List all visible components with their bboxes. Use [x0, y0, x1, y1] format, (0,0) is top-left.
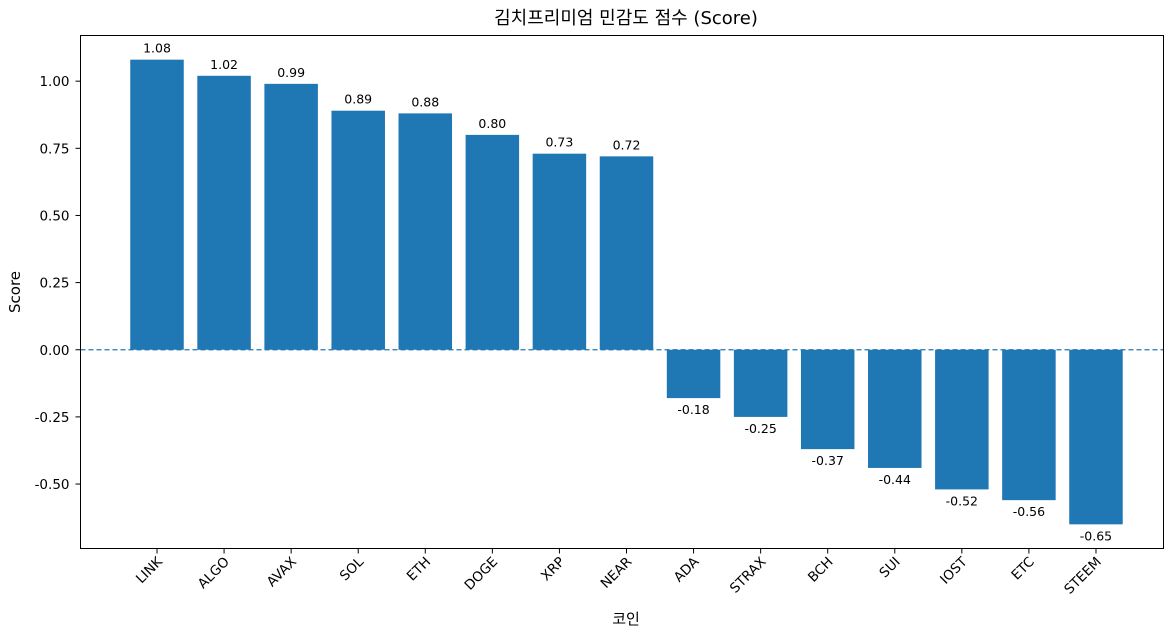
bar-ada: [666, 349, 721, 399]
x-tick-label-ada: ADA: [671, 553, 703, 585]
x-tick-label-doge: DOGE: [462, 554, 502, 594]
bar-doge: [465, 134, 520, 350]
bar-bch: [800, 349, 855, 450]
bar-value-label-xrp: 0.73: [545, 135, 573, 150]
x-tick-label-algo: ALGO: [195, 554, 233, 592]
bar-link: [130, 59, 184, 350]
bar-labels-layer: 1.08 1.02 0.99 0.89 0.88 0.80 0.73 0.72 -0.18 -0.…: [143, 41, 1112, 544]
x-tick-label-xrp: XRP: [538, 554, 568, 584]
y-axis-ticks: 1.00 0.75 0.50 0.25 0.00 -0.25 -0.50: [35, 74, 81, 493]
bar-value-label-eth: 0.88: [411, 94, 439, 109]
bar-etc: [1002, 349, 1056, 501]
bar-sol: [331, 110, 385, 350]
bar-avax: [264, 83, 318, 350]
bar-value-label-iost: -0.52: [946, 493, 978, 508]
bar-value-label-doge: 0.80: [478, 116, 506, 131]
bar-iost: [935, 349, 989, 490]
bar-strax: [733, 349, 788, 417]
x-tick-label-bch: BCH: [805, 554, 837, 586]
bar-value-label-sui: -0.44: [879, 472, 911, 487]
y-tick-label: 0.25: [39, 276, 69, 292]
y-tick-label: -0.50: [35, 477, 70, 493]
x-tick-label-sol: SOL: [337, 554, 368, 585]
bar-algo: [197, 75, 251, 350]
y-tick-label: 0.75: [39, 141, 69, 157]
y-axis-label: Score: [6, 271, 24, 313]
bar-eth: [398, 113, 453, 350]
y-tick-label: 0.00: [39, 343, 69, 359]
bar-value-label-etc: -0.56: [1013, 504, 1045, 519]
bar-value-label-steem: -0.65: [1080, 528, 1112, 543]
x-tick-label-eth: ETH: [404, 554, 434, 584]
x-tick-label-etc: ETC: [1008, 554, 1037, 583]
x-tick-label-link: LINK: [133, 553, 167, 587]
x-tick-label-steem: STEEM: [1061, 554, 1105, 598]
bar-value-label-sol: 0.89: [344, 92, 372, 107]
bar-value-label-link: 1.08: [143, 41, 171, 56]
y-tick-label: 0.50: [39, 208, 69, 224]
chart-title: 김치프리미엄 민감도 점수 (Score): [494, 8, 758, 29]
bar-near: [599, 156, 654, 350]
bar-value-label-bch: -0.37: [812, 453, 844, 468]
bar-steem: [1069, 349, 1123, 525]
x-tick-label-sui: SUI: [876, 554, 903, 581]
bar-value-label-near: 0.72: [613, 137, 641, 152]
bar-value-label-strax: -0.25: [744, 421, 776, 436]
x-tick-label-iost: IOST: [937, 553, 971, 587]
bar-sui: [868, 349, 922, 468]
bar-value-label-algo: 1.02: [210, 57, 238, 72]
y-tick-label: -0.25: [35, 410, 70, 426]
bar-value-label-ada: -0.18: [677, 402, 709, 417]
x-axis-ticks: LINK ALGO AVAX SOL ETH DOGE XRP NEAR ADA STRAX BCH…: [133, 548, 1105, 598]
bar-value-label-avax: 0.99: [277, 65, 305, 80]
x-tick-label-near: NEAR: [598, 554, 636, 592]
bars-layer: [130, 59, 1123, 525]
y-tick-label: 1.00: [39, 74, 69, 90]
x-tick-label-strax: STRAX: [727, 554, 770, 597]
x-tick-label-avax: AVAX: [264, 554, 300, 590]
bar-xrp: [532, 153, 587, 350]
x-axis-label: 코인: [612, 610, 640, 628]
